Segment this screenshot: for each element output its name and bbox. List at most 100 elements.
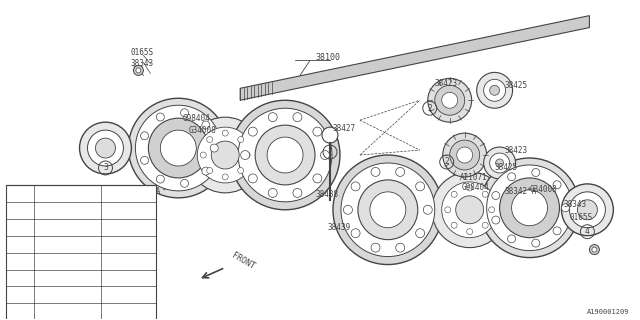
Circle shape [267,137,303,173]
Circle shape [577,200,597,220]
Circle shape [136,105,221,191]
Circle shape [396,243,404,252]
Text: 2: 2 [17,240,22,249]
Text: 38425: 38425 [504,81,528,90]
Circle shape [180,180,189,187]
Text: 2: 2 [444,157,449,166]
Circle shape [442,92,458,108]
Circle shape [202,167,210,175]
Circle shape [95,138,115,158]
Circle shape [351,182,360,191]
Circle shape [456,196,484,224]
Text: T=1.05: T=1.05 [104,240,132,249]
Text: 3: 3 [103,164,108,172]
Circle shape [133,65,143,76]
Circle shape [180,109,189,117]
Text: 38423: 38423 [504,146,528,155]
Text: 38343: 38343 [131,59,154,68]
Circle shape [371,167,380,176]
Circle shape [477,72,513,108]
Text: 38342*A: 38342*A [504,188,537,196]
Circle shape [313,174,322,183]
Text: G73523: G73523 [36,257,65,266]
Circle shape [211,141,239,169]
Circle shape [423,205,432,214]
Text: 4: 4 [17,299,22,308]
Text: 1: 1 [17,189,22,198]
Text: <0810->: <0810-> [104,274,137,283]
Text: <0810->: <0810-> [104,307,137,316]
Text: <-0809>: <-0809> [104,291,137,300]
Circle shape [136,68,141,73]
Circle shape [508,235,516,243]
Circle shape [415,182,424,191]
Text: 38423: 38423 [435,79,458,88]
Circle shape [88,130,124,166]
Circle shape [486,165,572,251]
Circle shape [371,243,380,252]
Text: G34008: G34008 [188,126,216,135]
Circle shape [561,204,570,212]
Circle shape [479,158,579,258]
Text: E00504: E00504 [36,189,65,198]
Circle shape [589,244,600,255]
Circle shape [237,168,244,173]
Text: A190001209: A190001209 [587,309,629,315]
Circle shape [344,205,353,214]
Circle shape [553,227,561,235]
Text: 4: 4 [585,227,590,236]
Circle shape [492,192,500,199]
Circle shape [248,174,257,183]
Text: 38342*A: 38342*A [129,188,161,196]
Text: 0165S: 0165S [131,48,154,57]
Text: D038022: D038022 [36,223,69,232]
Circle shape [508,173,516,181]
Circle shape [156,113,164,121]
Text: 38427: 38427 [333,124,356,132]
Circle shape [484,79,506,101]
Circle shape [244,152,250,158]
Circle shape [210,144,218,152]
Circle shape [238,108,332,202]
Circle shape [255,125,315,185]
Circle shape [415,229,424,238]
Circle shape [313,127,322,136]
Circle shape [161,130,196,166]
Circle shape [490,153,509,173]
Circle shape [370,192,406,228]
Text: G73530: G73530 [36,274,65,283]
Circle shape [432,172,508,248]
Circle shape [321,150,330,159]
Text: G73529: G73529 [36,307,65,316]
Text: T=0.95: T=0.95 [104,206,132,215]
Text: 38343: 38343 [563,200,587,209]
Circle shape [358,180,418,240]
Text: A21071: A21071 [460,173,488,182]
Circle shape [570,192,605,228]
Circle shape [445,207,451,213]
Text: FRONT: FRONT [230,252,257,272]
Circle shape [484,147,516,179]
Circle shape [351,229,360,238]
Circle shape [222,174,228,180]
Circle shape [188,117,263,193]
Text: G98404: G98404 [461,183,490,192]
Circle shape [467,185,473,191]
Circle shape [156,175,164,183]
Text: 3: 3 [17,265,22,274]
Circle shape [248,127,257,136]
Text: 2: 2 [428,104,432,113]
Circle shape [322,127,338,143]
Circle shape [129,98,228,198]
Circle shape [553,181,561,189]
Circle shape [532,239,540,247]
Text: 0165S: 0165S [570,213,593,222]
Text: D038021: D038021 [36,206,69,215]
Circle shape [443,133,486,177]
Circle shape [293,188,302,197]
Bar [6,185,156,320]
Circle shape [141,156,148,164]
Polygon shape [240,16,589,100]
Circle shape [268,188,277,197]
Circle shape [396,167,404,176]
